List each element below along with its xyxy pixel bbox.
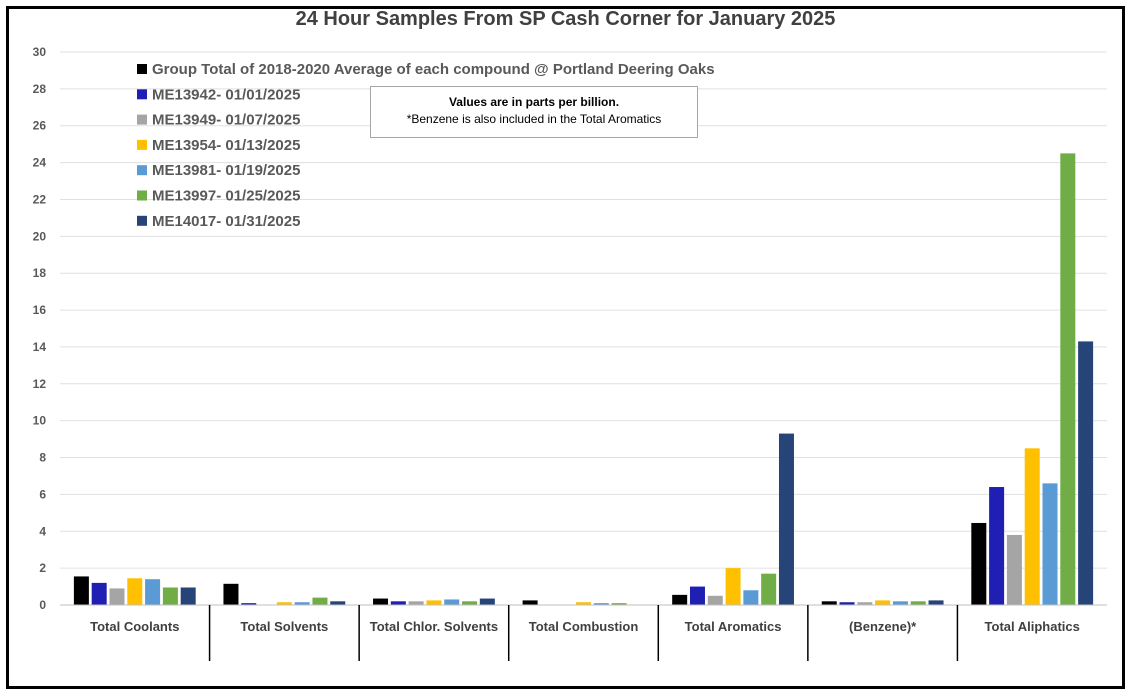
gridlines [60,51,1107,606]
y-tick-label: 26 [33,119,47,133]
y-tick-label: 28 [33,82,47,96]
bar [1006,534,1022,605]
bar [522,600,538,605]
legend-label: ME13954- 01/13/2025 [152,137,300,154]
y-tick-label: 24 [33,156,47,170]
x-tick-label: Total Aliphatics [985,619,1080,634]
bar [479,598,495,605]
x-tick-label: (Benzene)* [849,619,917,634]
bar [276,602,292,605]
bar [875,600,891,605]
legend-swatch [137,215,147,226]
legend-swatch [137,165,147,176]
bar [576,602,591,605]
chart-title: 24 Hour Samples From SP Cash Corner for … [295,8,836,30]
x-tick-label: Total Chlor. Solvents [370,619,498,634]
legend-swatch [137,64,147,74]
legend: Group Total of 2018-2020 Average of each… [137,61,715,230]
y-tick-label: 10 [33,414,47,428]
bar [1024,448,1040,605]
bar [91,582,107,605]
bar [778,433,794,605]
bar [294,602,310,605]
bar [725,568,741,605]
legend-swatch [137,190,147,201]
legend-swatch [137,114,147,125]
bar [611,603,627,605]
bar [857,602,873,605]
legend-label: ME13997- 01/25/2025 [152,188,300,205]
bar [73,576,89,605]
bar [127,578,143,605]
bar [145,579,161,605]
legend-label: ME13949- 01/07/2025 [152,112,300,129]
bar [162,587,178,605]
annotation-line-2: *Benzene is also included in the Total A… [406,112,662,126]
legend-label: Group Total of 2018-2020 Average of each… [152,61,715,78]
bar [672,594,688,605]
x-tick-label: Total Combustion [529,619,639,634]
legend-label: ME13981- 01/19/2025 [152,162,300,179]
bar [761,573,777,605]
legend-swatch [137,89,147,100]
legend-label: ME13942- 01/01/2025 [152,86,300,103]
bars [73,153,1094,605]
bar [928,600,944,605]
bar [180,587,196,605]
y-tick-label: 16 [33,303,47,317]
bar [971,522,987,605]
bar [408,601,424,605]
bar [892,601,908,605]
bar [223,583,239,605]
bar [426,600,442,605]
y-tick-label: 6 [39,487,46,501]
bar [707,595,723,605]
bar [1060,153,1076,605]
bar [241,603,257,605]
legend-label: ME14017- 01/31/2025 [152,213,300,230]
bar [989,487,1005,605]
annotation-line-1: Values are in parts per billion. [448,95,620,109]
y-tick-label: 8 [39,451,46,465]
y-tick-label: 22 [33,192,47,206]
bar [1078,341,1094,605]
bar [444,599,460,605]
bar [462,601,478,605]
bar [373,598,389,605]
x-tick-label: Total Aromatics [685,619,782,634]
y-tick-label: 12 [33,377,47,391]
bar [743,590,759,605]
y-tick-label: 2 [39,561,46,575]
bar [1042,483,1058,605]
y-tick-label: 30 [33,45,47,59]
bar [390,601,406,605]
y-tick-label: 0 [39,598,46,612]
bar [839,602,855,605]
bar [910,601,926,605]
y-tick-label: 4 [39,524,46,538]
bar [109,588,125,605]
bar [593,603,609,605]
x-axis: Total Coolants Total Solvents Total Chlor.… [60,604,1107,661]
bar [821,601,837,605]
bar [312,597,328,605]
y-tick-label: 20 [33,229,47,243]
x-tick-label: Total Solvents [240,619,328,634]
legend-swatch [137,139,147,150]
y-tick-label: 14 [33,340,47,354]
y-tick-label: 18 [33,266,47,280]
x-tick-label: Total Coolants [90,619,179,634]
annotation-box: Values are in parts per billion. *Benzen… [370,86,698,138]
bar [689,586,705,605]
bar [330,601,346,605]
